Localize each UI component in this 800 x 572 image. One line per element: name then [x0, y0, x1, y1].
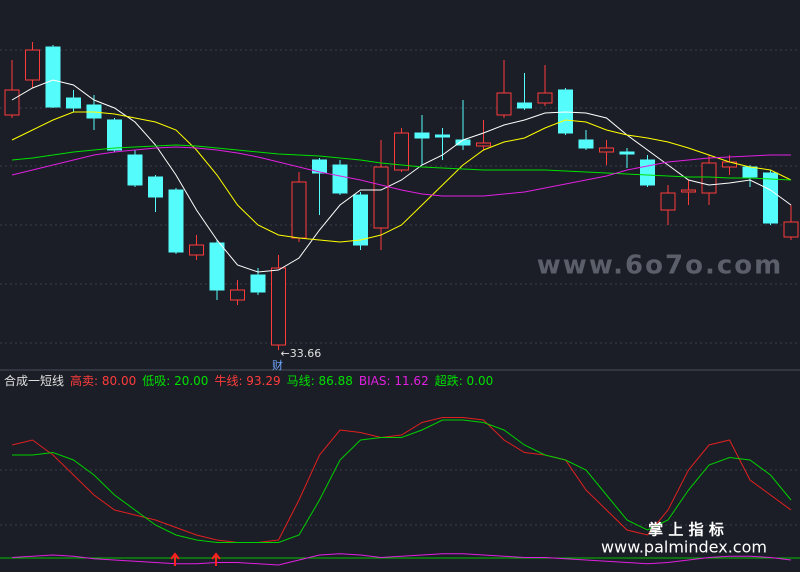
candle-body [681, 189, 696, 193]
marker-label: 财 [272, 358, 283, 372]
indicator-line [11, 553, 792, 566]
legend-entry: 合成一短线 [4, 373, 64, 388]
candle-body [148, 176, 163, 198]
legend-entry: 马线: 86.88 [287, 374, 353, 388]
legend-entry: 高卖: 80.00 [70, 373, 136, 388]
indicator-line [11, 146, 791, 197]
indicator-line [11, 79, 792, 273]
candle-body [763, 172, 778, 224]
footer-url: www.palmindex.com [601, 538, 767, 557]
indicator-line [12, 419, 792, 543]
indicator-line [11, 417, 792, 543]
candle-body [660, 192, 676, 211]
candle-body [209, 242, 225, 291]
candle-body [619, 151, 635, 155]
candle-body [45, 46, 61, 108]
candle-body [250, 274, 266, 293]
candle-body [783, 221, 799, 238]
legend-entry: 牛线: 93.29 [214, 373, 280, 388]
candle-body [4, 89, 20, 116]
indicator-panel [11, 417, 792, 566]
candle-body [332, 164, 348, 194]
candle-body [414, 132, 430, 139]
candle-body [230, 289, 245, 301]
candle-body [476, 142, 491, 147]
candle-body [701, 162, 717, 194]
candle-body [373, 166, 389, 229]
candle-body [353, 194, 368, 246]
candle-body [455, 139, 471, 146]
candle-body [312, 159, 327, 174]
candle-body [127, 154, 143, 186]
candle-body [578, 139, 594, 149]
signal-arrows [170, 552, 221, 566]
candle-body [517, 102, 532, 109]
indicator-legend: 合成一短线 高卖: 80.00 低吸: 20.00 牛线: 93.29 马线: 86.8… [4, 373, 493, 388]
candle-body [291, 181, 307, 239]
candle-body [496, 92, 512, 116]
legend-entry: 超跌: 0.00 [435, 373, 494, 388]
indicator-line [11, 144, 792, 181]
candle-body [640, 159, 655, 186]
candle-body [435, 134, 450, 138]
candle-body [271, 267, 286, 346]
legend-entry: BIAS: 11.62 [359, 374, 429, 388]
candle-body [25, 49, 40, 81]
signal-arrow [170, 552, 180, 566]
low-annotation: ←33.66 [281, 347, 322, 360]
signal-arrow [211, 552, 221, 566]
candle-body [599, 147, 614, 153]
footer-title: 掌 上 指 标 [648, 521, 724, 539]
watermark: www.6o7o.com [537, 251, 783, 281]
candle-body [66, 97, 81, 109]
candle-body [537, 92, 553, 104]
candle-body [168, 189, 184, 253]
candle-body [107, 119, 122, 151]
candle-body [742, 166, 758, 178]
candle-body [394, 132, 409, 171]
price-panel: ←33.66财 [4, 42, 799, 372]
indicator-line [11, 111, 792, 243]
legend-entry: 低吸: 20.00 [142, 374, 208, 388]
candle-body [189, 244, 204, 256]
